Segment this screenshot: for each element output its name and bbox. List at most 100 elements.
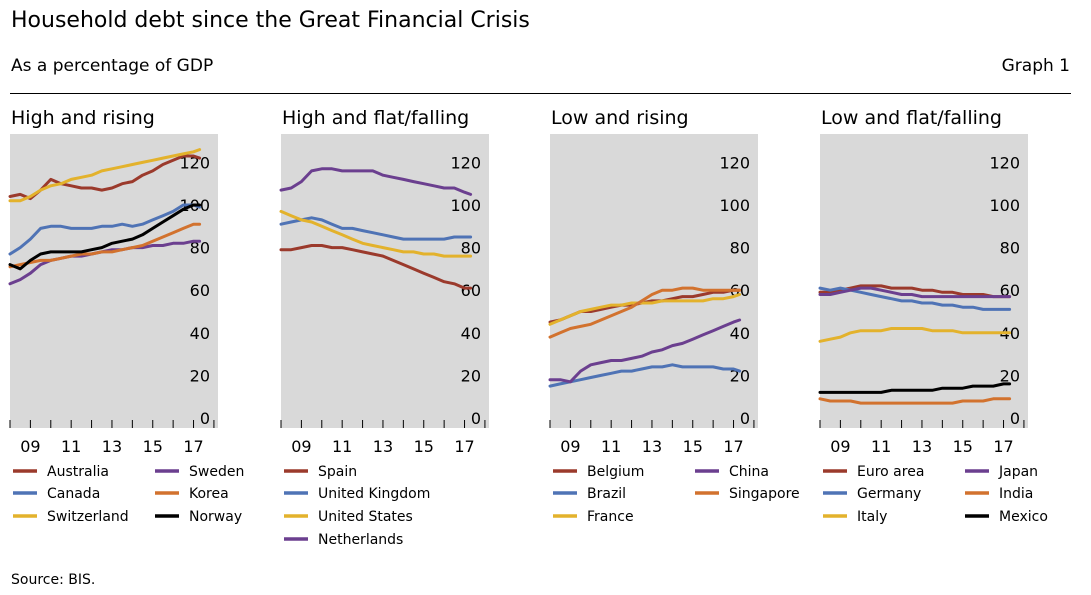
x-tick-label: 09 [560, 437, 580, 456]
legend-label-korea: Korea [189, 486, 229, 502]
y-tick-label: 0 [471, 409, 481, 428]
plot-area [550, 134, 758, 428]
y-tick-label: 40 [730, 324, 750, 343]
x-tick-label: 13 [642, 437, 662, 456]
series-line-korea [8, 222, 202, 269]
series-line-canada [8, 203, 202, 256]
chart-title: Household debt since the Great Financial… [11, 8, 530, 33]
legend-label-italy: Italy [857, 509, 887, 525]
legend-label-norway: Norway [189, 509, 242, 525]
y-tick-label: 80 [190, 239, 210, 258]
y-tick-label: 20 [730, 366, 750, 385]
series-line-italy [818, 327, 1012, 343]
x-tick-label: 15 [683, 437, 703, 456]
legend-label-spain: Spain [318, 464, 357, 480]
legend-label-india: India [999, 486, 1033, 502]
legend-label-netherlands: Netherlands [318, 532, 403, 548]
y-tick-label: 40 [190, 324, 210, 343]
plot-area [281, 134, 489, 428]
series-line-china [548, 318, 742, 384]
graph-number: Graph 1 [1001, 56, 1070, 76]
series-line-switzerland [8, 148, 202, 203]
header-rule [10, 93, 1071, 94]
panel-high-and-flat-falling: High and flat/falling 09 11 13 15 17 0 20 40 60 80… [279, 107, 489, 548]
y-tick-label: 120 [719, 153, 750, 172]
legend-label-switzerland: Switzerland [47, 509, 129, 525]
legend-label-germany: Germany [857, 486, 921, 502]
x-tick-label: 17 [183, 437, 203, 456]
series-line-netherlands [279, 167, 473, 196]
plot-area [10, 134, 218, 428]
series-line-japan [818, 286, 1012, 299]
panel-title: Low and rising [551, 107, 689, 129]
y-tick-label: 0 [200, 409, 210, 428]
legend-label-brazil: Brazil [587, 486, 626, 502]
legend-label-canada: Canada [47, 486, 100, 502]
legend-label-sweden: Sweden [189, 464, 244, 480]
legend-label-euro-area: Euro area [857, 464, 924, 480]
series-line-spain [279, 244, 473, 290]
y-tick-label: 120 [989, 153, 1020, 172]
y-tick-label: 80 [461, 239, 481, 258]
legend-label-china: China [729, 464, 769, 480]
y-tick-label: 100 [719, 196, 750, 215]
source-note: Source: BIS. [11, 572, 96, 588]
series-line-united-kingdom [279, 216, 473, 241]
y-tick-label: 120 [179, 153, 210, 172]
y-tick-label: 60 [190, 281, 210, 300]
series-line-india [818, 397, 1012, 405]
legend-label-mexico: Mexico [999, 509, 1048, 525]
x-tick-label: 11 [601, 437, 621, 456]
legend-label-japan: Japan [998, 464, 1038, 480]
x-tick-label: 11 [61, 437, 81, 456]
series-line-norway [8, 203, 202, 271]
legend-label-belgium: Belgium [587, 464, 644, 480]
x-tick-label: 11 [871, 437, 891, 456]
y-tick-label: 40 [461, 324, 481, 343]
series-line-brazil [548, 363, 742, 388]
y-tick-label: 60 [461, 281, 481, 300]
chart-subtitle: As a percentage of GDP [11, 56, 214, 76]
legend-label-australia: Australia [47, 464, 109, 480]
series-line-mexico [818, 382, 1012, 394]
y-tick-label: 80 [1000, 239, 1020, 258]
legend-label-france: France [587, 509, 634, 525]
y-tick-label: 0 [740, 409, 750, 428]
x-tick-label: 13 [102, 437, 122, 456]
x-tick-label: 09 [291, 437, 311, 456]
y-tick-label: 80 [730, 239, 750, 258]
y-tick-label: 100 [989, 196, 1020, 215]
x-tick-label: 17 [454, 437, 474, 456]
legend-label-united-kingdom: United Kingdom [318, 486, 430, 502]
series-line-euro-area [818, 284, 1012, 299]
y-tick-label: 0 [1010, 409, 1020, 428]
legend-label-singapore: Singapore [729, 486, 800, 502]
x-tick-label: 13 [912, 437, 932, 456]
y-tick-label: 120 [450, 153, 481, 172]
y-tick-label: 20 [1000, 366, 1020, 385]
panel-title: High and flat/falling [282, 107, 469, 129]
plot-area [820, 134, 1028, 428]
series-line-united-states [279, 209, 473, 258]
x-tick-label: 09 [20, 437, 40, 456]
x-tick-label: 15 [414, 437, 434, 456]
panel-title: High and rising [11, 107, 155, 129]
y-tick-label: 20 [190, 366, 210, 385]
y-tick-label: 20 [461, 366, 481, 385]
panel-title: Low and flat/falling [821, 107, 1002, 129]
x-tick-label: 17 [993, 437, 1013, 456]
x-tick-label: 15 [953, 437, 973, 456]
x-tick-label: 11 [332, 437, 352, 456]
x-tick-label: 13 [373, 437, 393, 456]
y-tick-label: 100 [450, 196, 481, 215]
x-tick-label: 17 [723, 437, 743, 456]
series-line-france [548, 293, 742, 326]
x-tick-label: 15 [143, 437, 163, 456]
series-line-singapore [548, 286, 742, 339]
legend-label-united-states: United States [318, 509, 413, 525]
x-tick-label: 09 [830, 437, 850, 456]
